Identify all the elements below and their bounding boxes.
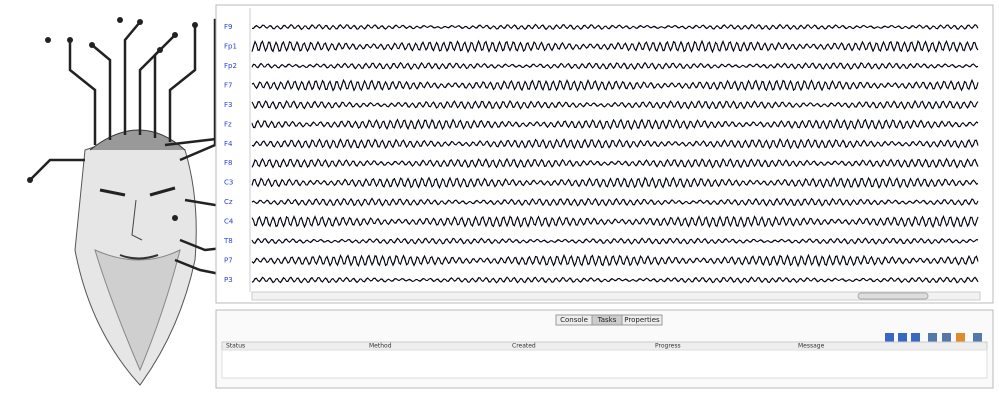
channel-label: F9	[224, 23, 232, 31]
tool-button[interactable]	[898, 333, 907, 342]
signal-panel	[215, 4, 994, 304]
channel-labels: F9 Fp1 Fp2 F7 F3 Fz F4 F8 C3 Cz C4 T8 P7 P3	[223, 23, 237, 284]
channel-label: Cz	[224, 198, 233, 206]
channel-label: P7	[224, 257, 233, 265]
channel-label: Fp2	[224, 62, 237, 70]
eeg-trace	[251, 39, 979, 54]
channel-label: T8	[223, 237, 233, 245]
eeg-trace	[251, 23, 979, 31]
table-header	[221, 341, 988, 351]
toolbar	[885, 333, 982, 342]
eeg-trace	[251, 237, 979, 245]
tool-button[interactable]	[942, 333, 951, 342]
tool-button[interactable]	[911, 333, 920, 342]
eeg-trace	[251, 137, 979, 150]
tab-label[interactable]: Tasks	[597, 316, 617, 324]
channel-label: F8	[224, 159, 232, 167]
table-columns: Status Method Created Progress Message	[226, 343, 825, 350]
channel-label: C3	[224, 179, 233, 187]
tool-button[interactable]	[973, 333, 982, 342]
channel-label: F4	[224, 140, 233, 148]
table-body	[221, 349, 988, 379]
eeg-trace	[251, 276, 979, 284]
eeg-trace	[251, 118, 979, 131]
eeg-trace	[251, 157, 979, 169]
eeg-trace	[251, 197, 979, 207]
scrollbar[interactable]	[251, 291, 981, 301]
eeg-trace	[251, 176, 979, 190]
waveforms	[251, 23, 979, 284]
tab-label[interactable]: Properties	[624, 316, 660, 324]
scroll-thumb[interactable]	[857, 292, 929, 300]
eeg-trace	[251, 215, 979, 229]
tool-button[interactable]	[956, 333, 965, 342]
tab[interactable]	[621, 314, 663, 326]
column-header: Progress	[655, 343, 681, 350]
channel-label: F7	[224, 81, 232, 89]
tool-button[interactable]	[928, 333, 937, 342]
channel-label: C4	[224, 218, 234, 226]
eeg-trace	[251, 99, 979, 110]
tool-button[interactable]	[885, 333, 894, 342]
column-header: Status	[226, 343, 245, 350]
column-header: Method	[369, 343, 392, 350]
column-header: Created	[512, 343, 536, 350]
eeg-trace	[251, 253, 979, 268]
tab-label[interactable]: Console	[560, 316, 588, 324]
eeg-trace	[251, 78, 979, 92]
channel-label: Fz	[224, 120, 232, 128]
eeg-trace	[251, 61, 979, 71]
column-header: Message	[798, 343, 825, 350]
channel-label: P3	[224, 276, 233, 284]
tab-bar: Console Tasks Properties	[555, 314, 663, 326]
channel-label: F3	[224, 101, 232, 109]
channel-label: Fp1	[224, 42, 237, 50]
